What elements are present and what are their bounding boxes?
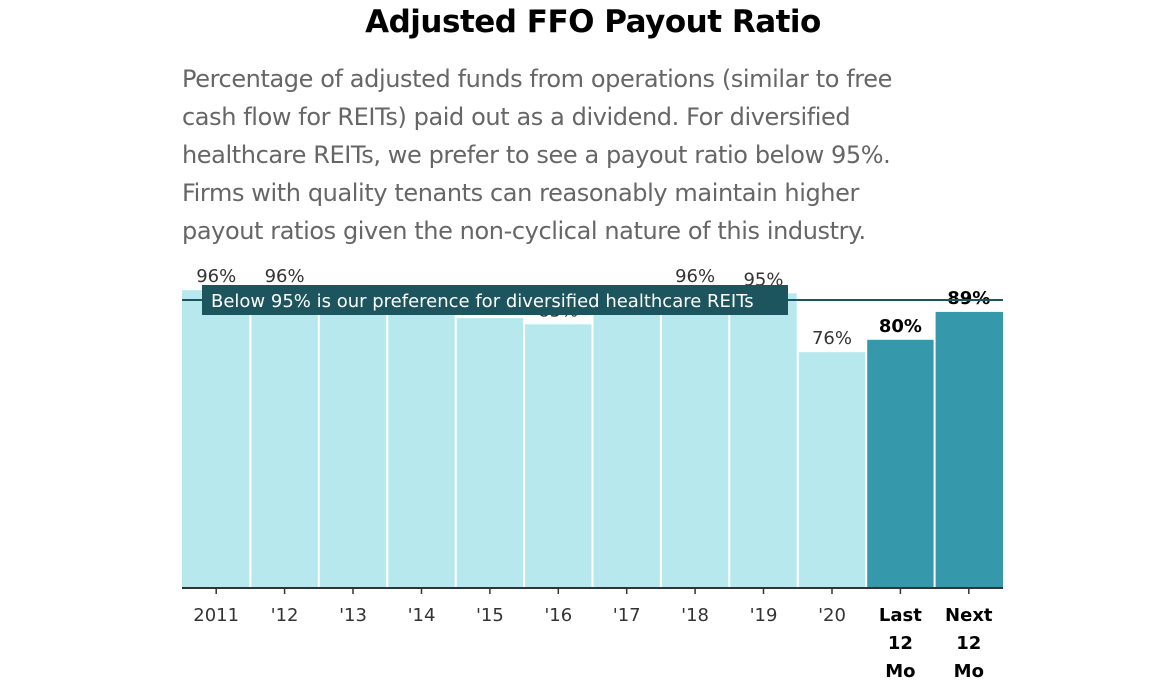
tick-label-7: '18: [681, 605, 709, 626]
reference-line-group: Below 95% is our preference for diversif…: [182, 285, 1003, 315]
bar-6: [593, 311, 660, 588]
bar-1: [251, 290, 318, 588]
reference-label-box: [202, 285, 788, 315]
bar-3: [388, 315, 455, 588]
tick-label-1: '12: [271, 605, 299, 626]
tick-label-5: '16: [544, 605, 572, 626]
reference-label: Below 95% is our preference for diversif…: [211, 291, 754, 312]
value-label-11: 89%: [947, 288, 990, 309]
bar-8: [730, 293, 797, 588]
tick-label-9: '20: [818, 605, 846, 626]
chart-description-line: payout ratios given the non-cyclical nat…: [182, 217, 866, 245]
tick-label-3: '14: [408, 605, 436, 626]
bar-5: [525, 324, 592, 588]
chart-description-line: Firms with quality tenants can reasonabl…: [182, 179, 859, 207]
bar-10: [867, 339, 934, 588]
tick-label-4: '15: [476, 605, 504, 626]
x-axis-ticks-group: 2011 '12 '13 '14 '15 '16 '17 '18 '19 '20 Last 12 Mo N…: [193, 588, 993, 682]
chart-title: Adjusted FFO Payout Ratio: [365, 4, 821, 40]
bars-group: [182, 290, 1003, 588]
tick-label-0: 2011: [193, 605, 239, 626]
bar-2: [319, 308, 387, 588]
bar-4: [456, 318, 524, 588]
bar-11: [935, 311, 1003, 588]
value-label-1: 96%: [265, 266, 305, 287]
chart-description: Percentage of adjusted funds from operat…: [182, 60, 982, 250]
tick-label-8: '19: [750, 605, 778, 626]
bar-0: [182, 290, 250, 588]
value-label-9: 76%: [812, 328, 852, 349]
tick-label-10: Last 12 Mo: [879, 605, 922, 682]
chart-description-line: cash flow for REITs) paid out as a divid…: [182, 103, 851, 131]
tick-label-6: '17: [613, 605, 641, 626]
value-label-0: 96%: [196, 266, 236, 287]
value-label-10: 80%: [879, 316, 922, 337]
bar-7: [661, 290, 729, 588]
tick-label-11: Next 12 Mo: [945, 605, 993, 682]
chart-description-line: healthcare REITs, we prefer to see a pay…: [182, 141, 891, 169]
bar-9: [798, 352, 866, 588]
chart-description-line: Percentage of adjusted funds from operat…: [182, 65, 892, 93]
tick-label-2: '13: [339, 605, 367, 626]
value-label-7: 96%: [675, 266, 715, 287]
